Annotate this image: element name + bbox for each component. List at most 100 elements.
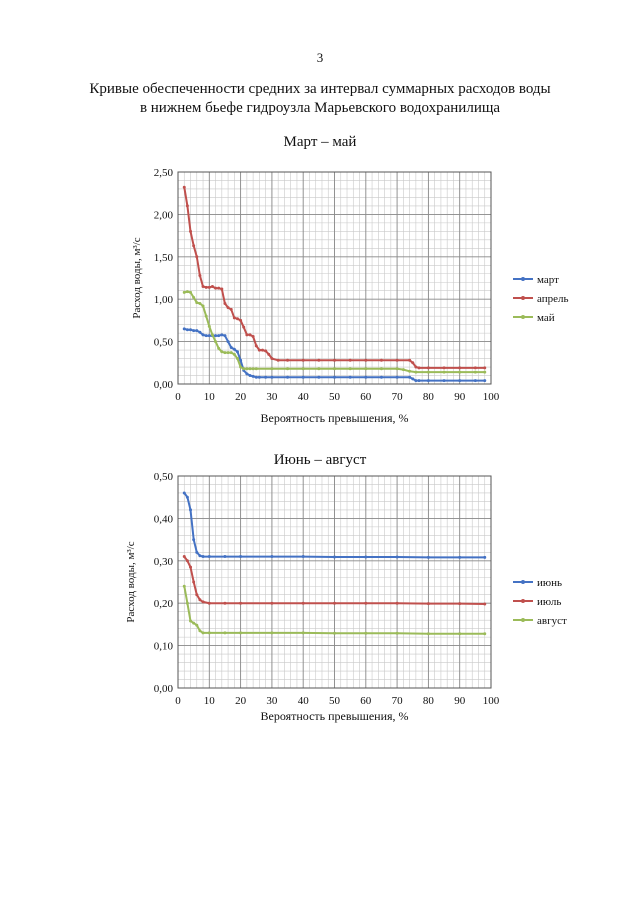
data-point bbox=[232, 347, 236, 351]
x-tick-label: 60 bbox=[360, 391, 372, 403]
series-август bbox=[182, 584, 487, 636]
data-point bbox=[226, 340, 230, 344]
data-point bbox=[483, 370, 487, 374]
data-point bbox=[301, 367, 305, 371]
data-point bbox=[198, 301, 202, 305]
data-point bbox=[201, 631, 205, 635]
data-point bbox=[198, 330, 202, 334]
data-point bbox=[204, 334, 208, 338]
data-point bbox=[270, 367, 274, 371]
data-point bbox=[442, 366, 446, 370]
data-point bbox=[248, 333, 252, 337]
data-point bbox=[364, 601, 368, 605]
data-point bbox=[189, 508, 193, 512]
x-axis-label: Вероятность превышения, % bbox=[260, 709, 408, 723]
data-point bbox=[414, 365, 418, 369]
document-title: Кривые обеспеченности средних за интерва… bbox=[60, 80, 580, 118]
data-point bbox=[301, 555, 305, 559]
legend-marker bbox=[521, 618, 525, 622]
data-point bbox=[189, 328, 193, 332]
data-point bbox=[201, 600, 205, 604]
series-март bbox=[182, 327, 487, 383]
data-point bbox=[185, 328, 189, 332]
data-point bbox=[217, 334, 221, 338]
legend-marker bbox=[521, 315, 525, 319]
data-point bbox=[192, 621, 196, 625]
data-point bbox=[348, 375, 352, 379]
y-axis-label: Расход воды, м³/с bbox=[131, 237, 143, 318]
data-point bbox=[220, 333, 224, 337]
data-point bbox=[210, 284, 214, 288]
data-point bbox=[426, 602, 430, 606]
data-point bbox=[182, 491, 186, 495]
x-tick-label: 10 bbox=[204, 391, 216, 403]
data-point bbox=[333, 367, 336, 371]
data-point bbox=[270, 601, 274, 605]
data-point bbox=[483, 632, 487, 636]
data-point bbox=[483, 555, 487, 559]
data-point bbox=[229, 346, 233, 350]
x-tick-label: 100 bbox=[483, 695, 500, 707]
data-point bbox=[286, 358, 290, 362]
data-point bbox=[395, 555, 399, 559]
data-point bbox=[333, 358, 336, 362]
y-tick-label: 2,50 bbox=[154, 167, 174, 179]
data-point bbox=[195, 329, 199, 333]
data-point bbox=[189, 290, 193, 294]
legend-marker bbox=[521, 277, 525, 281]
data-point bbox=[245, 333, 249, 337]
y-tick-label: 0,00 bbox=[154, 683, 174, 695]
data-point bbox=[223, 351, 227, 355]
x-tick-label: 80 bbox=[423, 391, 435, 403]
data-point bbox=[229, 351, 233, 355]
data-point bbox=[235, 317, 239, 321]
data-point bbox=[411, 361, 415, 365]
data-point bbox=[251, 367, 255, 371]
x-tick-label: 40 bbox=[298, 695, 310, 707]
data-point bbox=[395, 375, 399, 379]
legend-label: март bbox=[537, 274, 559, 286]
series-line bbox=[183, 492, 485, 559]
data-point bbox=[251, 335, 255, 339]
data-point bbox=[411, 377, 415, 381]
data-point bbox=[235, 350, 239, 354]
data-point bbox=[182, 185, 186, 189]
chart-jun-aug: 0 10 20 30 40 50 60 70 80 90 100 0,00 0,10 0,20 0,30 0,… bbox=[125, 471, 567, 723]
data-point bbox=[239, 318, 243, 322]
y-tick-label: 0,30 bbox=[154, 556, 174, 568]
legend-item-июль: июль bbox=[513, 596, 561, 608]
data-point bbox=[426, 379, 430, 383]
data-point bbox=[417, 366, 421, 370]
data-point bbox=[257, 375, 261, 379]
data-point bbox=[223, 334, 227, 338]
x-tick-label: 60 bbox=[360, 695, 372, 707]
data-point bbox=[192, 580, 196, 584]
data-point bbox=[301, 601, 305, 605]
x-tick-label: 30 bbox=[266, 391, 278, 403]
data-point bbox=[364, 631, 368, 635]
chart-title-mar-may: Март – май bbox=[283, 134, 357, 150]
data-point bbox=[348, 358, 352, 362]
data-point bbox=[458, 602, 462, 606]
series-май bbox=[182, 290, 487, 374]
document-title-line-1: Кривые обеспеченности средних за интерва… bbox=[89, 81, 551, 97]
legend-item-март: март bbox=[513, 274, 559, 286]
data-point bbox=[264, 349, 268, 353]
y-tick-label: 1,50 bbox=[154, 252, 174, 264]
data-point bbox=[195, 623, 199, 627]
data-point bbox=[473, 379, 477, 383]
y-tick-label: 0,20 bbox=[154, 598, 174, 610]
data-point bbox=[185, 559, 189, 563]
data-point bbox=[395, 631, 399, 635]
data-point bbox=[364, 367, 368, 371]
document-title-line-2: в нижнем бьефе гидроузла Марьевского вод… bbox=[139, 100, 501, 116]
data-point bbox=[364, 555, 368, 559]
data-point bbox=[192, 296, 196, 300]
legend-label: июль bbox=[537, 596, 561, 608]
data-point bbox=[214, 340, 218, 344]
data-point bbox=[189, 619, 193, 623]
data-point bbox=[195, 255, 199, 259]
x-tick-label: 50 bbox=[329, 695, 341, 707]
x-tick-label: 90 bbox=[454, 391, 466, 403]
data-point bbox=[207, 555, 211, 559]
